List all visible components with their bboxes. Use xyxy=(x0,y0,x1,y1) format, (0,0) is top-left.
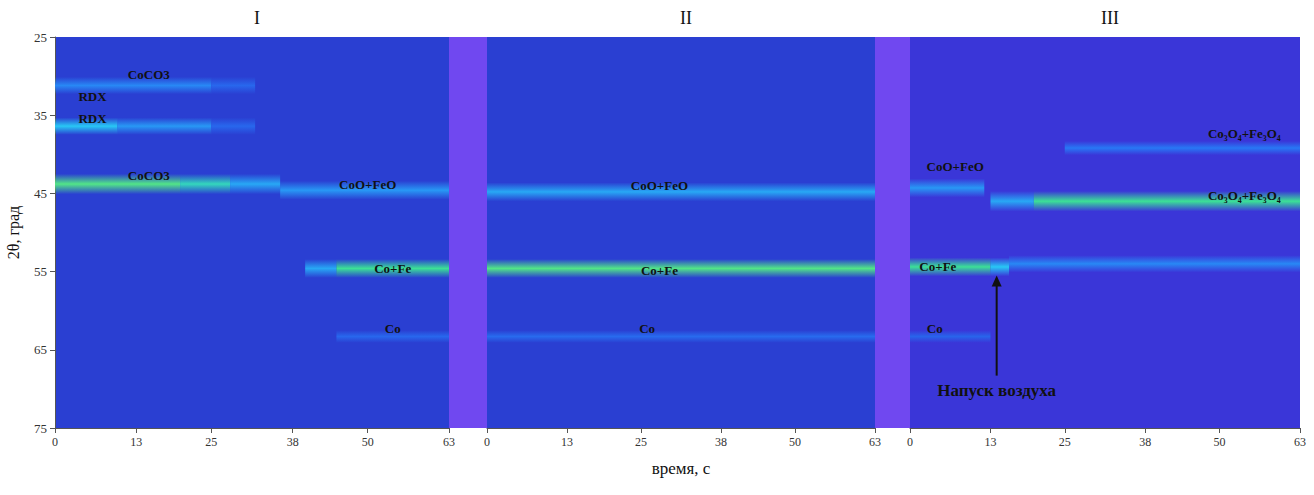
svg-text:35: 35 xyxy=(34,108,47,123)
svg-text:45: 45 xyxy=(34,186,47,201)
svg-text:38: 38 xyxy=(715,435,727,449)
svg-text:время, с: время, с xyxy=(652,459,711,478)
svg-text:2θ, град: 2θ, град xyxy=(5,206,23,259)
svg-text:50: 50 xyxy=(789,435,801,449)
svg-text:63: 63 xyxy=(443,435,455,449)
svg-text:25: 25 xyxy=(34,30,47,45)
svg-text:CoO+FeO: CoO+FeO xyxy=(339,177,396,192)
svg-text:CoO+FeO: CoO+FeO xyxy=(927,159,984,174)
svg-text:CoCO3: CoCO3 xyxy=(128,168,170,183)
svg-text:0: 0 xyxy=(52,435,58,449)
svg-text:Co+Fe: Co+Fe xyxy=(641,263,678,278)
svg-text:Co+Fe: Co+Fe xyxy=(919,259,956,274)
svg-text:Co₃O₄+Fe₃O₄: Co₃O₄+Fe₃O₄ xyxy=(1208,126,1281,141)
svg-text:13: 13 xyxy=(130,435,142,449)
svg-text:75: 75 xyxy=(34,421,47,436)
svg-text:RDX: RDX xyxy=(78,89,107,104)
svg-text:0: 0 xyxy=(484,435,490,449)
svg-text:25: 25 xyxy=(205,435,217,449)
svg-text:13: 13 xyxy=(984,435,996,449)
svg-text:38: 38 xyxy=(1139,435,1151,449)
svg-text:55: 55 xyxy=(34,264,47,279)
svg-text:Co₃O₄+Fe₃O₄: Co₃O₄+Fe₃O₄ xyxy=(1208,188,1281,203)
svg-text:CoCO3: CoCO3 xyxy=(128,67,170,82)
svg-text:Co: Co xyxy=(927,321,943,336)
svg-text:50: 50 xyxy=(1214,435,1226,449)
svg-text:III: III xyxy=(1101,8,1119,28)
svg-text:Напуск воздуха: Напуск воздуха xyxy=(937,381,1056,400)
svg-text:25: 25 xyxy=(1059,435,1071,449)
svg-text:63: 63 xyxy=(869,435,881,449)
svg-text:63: 63 xyxy=(1294,435,1306,449)
svg-text:RDX: RDX xyxy=(78,111,107,126)
svg-text:25: 25 xyxy=(635,435,647,449)
svg-text:50: 50 xyxy=(362,435,374,449)
svg-text:38: 38 xyxy=(287,435,299,449)
svg-text:CoO+FeO: CoO+FeO xyxy=(631,178,688,193)
svg-text:I: I xyxy=(254,8,260,28)
svg-text:0: 0 xyxy=(907,435,913,449)
svg-text:Co: Co xyxy=(639,321,655,336)
svg-text:65: 65 xyxy=(34,342,47,357)
svg-text:13: 13 xyxy=(561,435,573,449)
svg-text:II: II xyxy=(680,8,692,28)
svg-text:Co+Fe: Co+Fe xyxy=(374,261,411,276)
svg-text:Co: Co xyxy=(385,321,401,336)
